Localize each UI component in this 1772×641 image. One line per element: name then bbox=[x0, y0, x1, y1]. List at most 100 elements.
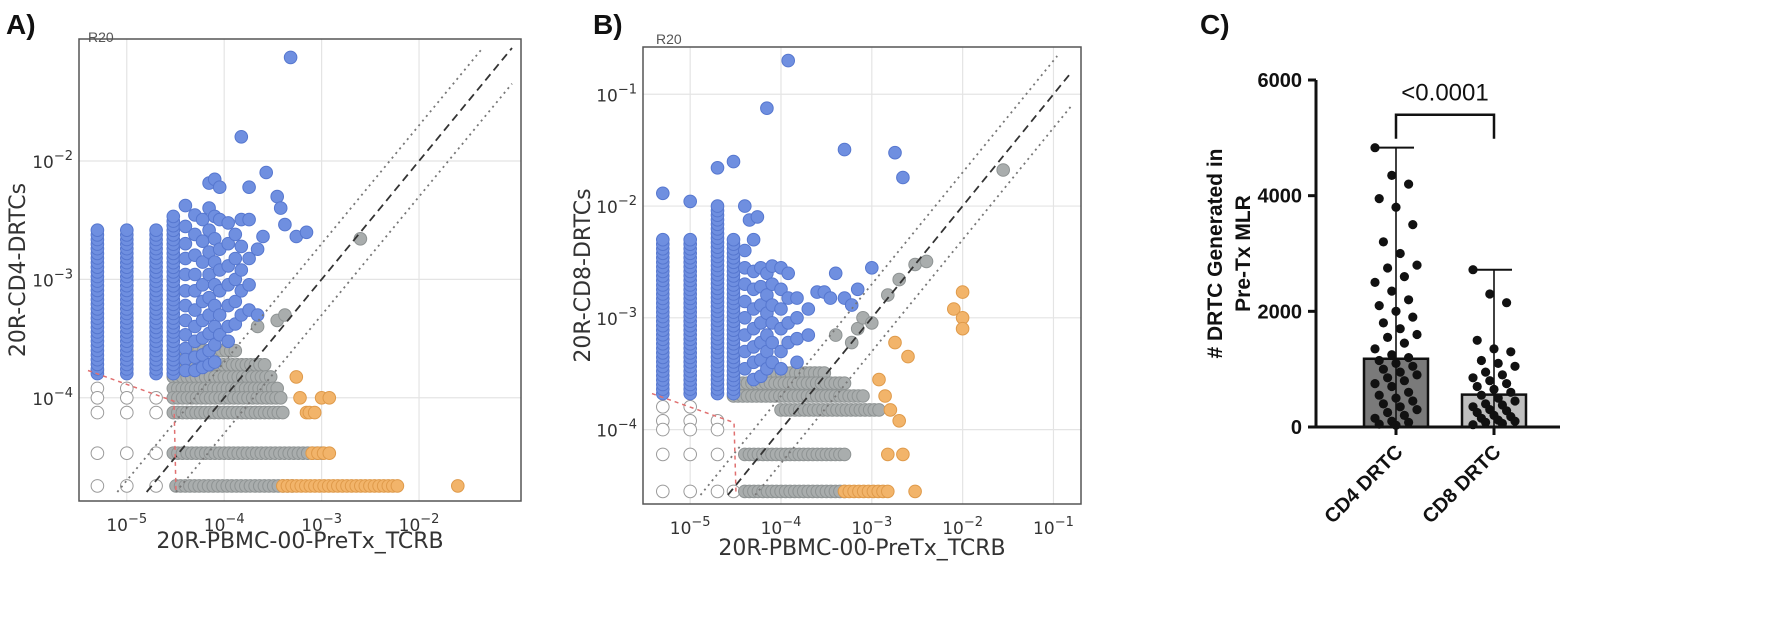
point-depleted bbox=[908, 484, 922, 499]
data-point bbox=[1374, 194, 1384, 204]
point-expanded bbox=[195, 234, 210, 248]
data-point bbox=[1399, 338, 1409, 348]
data-point bbox=[1387, 350, 1397, 360]
point-expanded bbox=[149, 223, 163, 237]
point-expanded bbox=[790, 331, 804, 346]
point-below-threshold bbox=[710, 447, 725, 462]
point-expanded bbox=[865, 261, 879, 275]
point-expanded bbox=[178, 328, 193, 342]
point-depleted bbox=[883, 403, 898, 417]
data-point bbox=[1395, 367, 1405, 377]
data-point bbox=[1502, 379, 1512, 389]
y-tick-label: 10−4 bbox=[596, 418, 637, 442]
point-below-threshold bbox=[710, 422, 725, 437]
data-point bbox=[1468, 265, 1478, 275]
data-point bbox=[1370, 379, 1380, 389]
panel-a-markers bbox=[90, 50, 465, 493]
data-point bbox=[1412, 329, 1422, 340]
data-point bbox=[1481, 367, 1491, 377]
point-expanded bbox=[234, 130, 249, 144]
point-below-threshold bbox=[120, 405, 134, 420]
point-expanded bbox=[656, 186, 670, 201]
point-below-threshold bbox=[90, 391, 105, 405]
data-point bbox=[1383, 373, 1393, 383]
point-expanded bbox=[256, 229, 270, 244]
data-point bbox=[1399, 410, 1409, 420]
panel-c-y-axis-label-line-1: # DRTC Generated in bbox=[1204, 148, 1227, 358]
point-expanded bbox=[221, 236, 235, 251]
point-expanded bbox=[242, 251, 256, 266]
point-expanded bbox=[750, 210, 765, 224]
point-expanded bbox=[178, 198, 193, 213]
point-depleted bbox=[307, 405, 322, 420]
point-expanded bbox=[259, 165, 274, 180]
panel-c-letter: C) bbox=[1200, 9, 1230, 40]
point-expanded bbox=[790, 355, 804, 370]
data-point bbox=[1468, 373, 1478, 383]
panel-a-y-ticks: 10−4 10−3 10−2 bbox=[32, 149, 73, 410]
fold-change-line bbox=[699, 55, 1058, 496]
panel-c-significance-bracket: <0.0001 bbox=[1394, 80, 1496, 139]
data-point bbox=[1408, 361, 1418, 371]
point-expanded bbox=[228, 294, 243, 309]
point-expanded bbox=[242, 212, 256, 227]
point-expanded bbox=[837, 142, 852, 157]
point-expanded bbox=[850, 282, 865, 297]
point-shared bbox=[263, 370, 278, 384]
data-point bbox=[1412, 405, 1422, 415]
y-tick-label: 2000 bbox=[1258, 301, 1303, 323]
panel-b-scatter: B) R20 10−5 10−4 10−3 10−2 10−1 10−4 10−3 10−2… bbox=[571, 9, 1082, 561]
point-depleted bbox=[896, 447, 910, 462]
point-depleted bbox=[872, 372, 886, 387]
point-below-threshold bbox=[149, 446, 163, 461]
panel-b-reference-lines bbox=[651, 55, 1073, 496]
y-tick-label: 10−4 bbox=[32, 386, 73, 410]
point-expanded bbox=[120, 223, 134, 237]
point-below-threshold bbox=[656, 422, 670, 437]
point-shared bbox=[919, 254, 934, 269]
point-expanded bbox=[738, 294, 752, 309]
data-point bbox=[1510, 361, 1520, 371]
panel-c-points bbox=[1370, 143, 1520, 430]
data-point bbox=[1408, 396, 1418, 406]
point-below-threshold bbox=[710, 484, 725, 499]
panel-a-letter: A) bbox=[6, 9, 36, 40]
data-point bbox=[1497, 370, 1507, 380]
data-point bbox=[1399, 376, 1409, 386]
point-expanded bbox=[746, 232, 761, 247]
data-point bbox=[1395, 402, 1405, 412]
point-below-threshold bbox=[149, 405, 163, 420]
point-expanded bbox=[726, 232, 741, 247]
panel-b-y-ticks: 10−4 10−3 10−2 10−1 bbox=[596, 82, 637, 441]
point-depleted bbox=[892, 414, 907, 428]
data-point bbox=[1408, 220, 1418, 230]
y-tick-label: 10−2 bbox=[32, 149, 73, 173]
panel-b-markers bbox=[656, 53, 1011, 499]
point-shared bbox=[837, 447, 852, 462]
point-expanded bbox=[823, 291, 838, 305]
panel-c-whiskers bbox=[1378, 146, 1512, 427]
data-point bbox=[1404, 417, 1414, 427]
data-point bbox=[1404, 387, 1414, 397]
data-point bbox=[1387, 170, 1397, 180]
y-tick-label: 10−3 bbox=[596, 306, 637, 330]
panel-c-y-ticks: 0 2000 4000 6000 bbox=[1258, 70, 1316, 439]
data-point bbox=[1506, 387, 1516, 397]
data-point bbox=[1395, 324, 1405, 334]
data-point bbox=[1476, 355, 1486, 366]
point-expanded bbox=[888, 145, 902, 160]
point-shared bbox=[892, 272, 907, 287]
x-tick-label: 10−5 bbox=[670, 515, 711, 539]
point-expanded bbox=[178, 236, 193, 251]
point-depleted bbox=[881, 484, 895, 499]
panel-a-x-axis-label: 20R-PBMC-00-PreTx_TCRB bbox=[156, 529, 443, 554]
point-expanded bbox=[801, 328, 816, 342]
data-point bbox=[1370, 277, 1380, 287]
point-expanded bbox=[212, 180, 227, 194]
point-expanded bbox=[738, 199, 752, 213]
point-expanded bbox=[844, 298, 859, 312]
y-tick-label: 0 bbox=[1291, 417, 1302, 439]
panel-a-y-axis-label: 20R-CD4-DRTCs bbox=[6, 183, 31, 357]
point-depleted bbox=[390, 479, 405, 493]
data-point bbox=[1472, 381, 1482, 392]
